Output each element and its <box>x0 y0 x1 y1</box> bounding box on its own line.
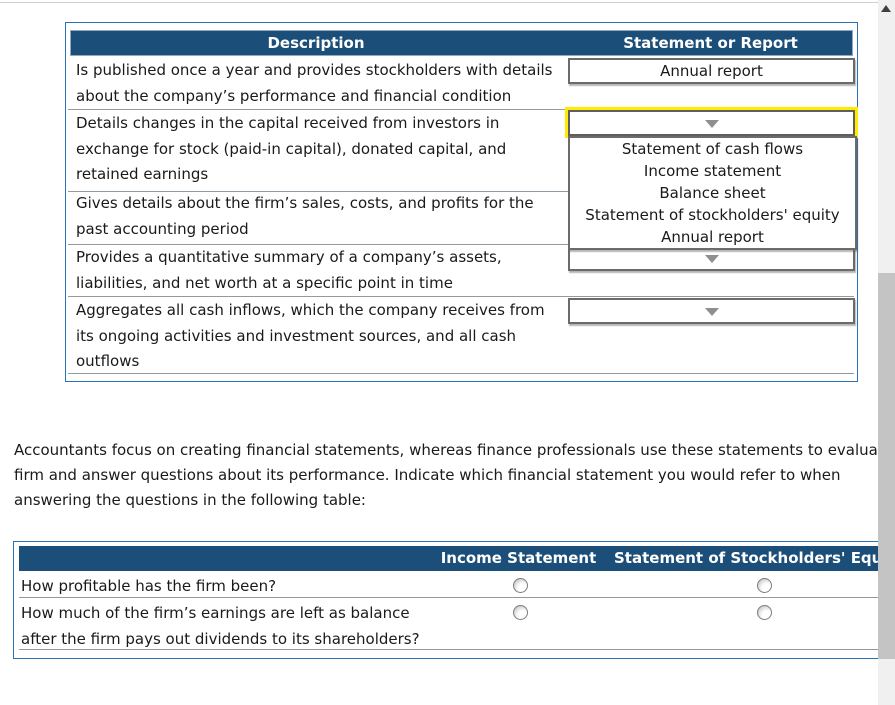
column-header-description: Description <box>267 34 365 52</box>
column-header-stockholders-equity: Statement of Stockholders' Equity <box>614 549 878 567</box>
description-row4-line: Provides a quantitative summary of a com… <box>76 248 502 266</box>
scrollbar-thumb[interactable] <box>878 273 895 659</box>
question-row2-text: after the firm pays out dividends to its… <box>21 630 420 648</box>
statement-select-row1[interactable]: Annual report <box>568 58 855 84</box>
dropdown-option-statement-of-cash-flows[interactable]: Statement of cash flows <box>621 140 804 158</box>
dropdown-option-statement-of-stockholders-equity[interactable]: Statement of stockholders' equity <box>585 206 840 224</box>
row-divider <box>19 649 878 650</box>
description-row4-line: liabilities, and net worth at a specific… <box>76 274 453 292</box>
radio-q1-income-statement[interactable] <box>513 578 528 593</box>
column-header-income-statement: Income Statement <box>440 549 597 567</box>
description-row5-line: outflows <box>76 352 140 370</box>
statement-select-row2[interactable] <box>568 110 855 136</box>
description-row2-line: Details changes in the capital received … <box>76 114 500 132</box>
vertical-scrollbar[interactable] <box>878 0 895 705</box>
row-divider <box>68 109 854 110</box>
description-row2-line: retained earnings <box>76 165 209 183</box>
row-divider <box>19 597 878 598</box>
paragraph-line: answering the questions in the following… <box>14 491 366 509</box>
row-divider <box>68 296 854 297</box>
question-row2-text: How much of the firm’s earnings are left… <box>21 604 410 622</box>
statements-table-header: Description Statement or Report <box>70 30 853 56</box>
dropdown-option-balance-sheet[interactable]: Balance sheet <box>659 184 766 202</box>
row-divider <box>68 373 854 374</box>
description-row2-line: exchange for stock (paid-in capital), do… <box>76 140 507 158</box>
row-divider <box>68 244 854 245</box>
dropdown-options-list: Statement of cash flows Income statement… <box>568 136 857 250</box>
statement-select-row2-focus-outline <box>565 107 858 138</box>
chevron-down-icon <box>704 120 719 128</box>
row-divider <box>68 191 854 192</box>
top-divider <box>0 2 878 3</box>
questions-table-header: Income Statement Statement of Stockholde… <box>19 546 878 571</box>
description-row1-line: Is published once a year and provides st… <box>76 61 553 79</box>
question-row1-text: How profitable has the firm been? <box>21 577 277 595</box>
chevron-down-icon <box>704 308 719 316</box>
paragraph-line: Accountants focus on creating financial … <box>14 441 878 459</box>
column-header-statement-or-report: Statement or Report <box>623 34 798 52</box>
dropdown-option-annual-report[interactable]: Annual report <box>661 228 764 246</box>
description-row3-line: past accounting period <box>76 220 249 238</box>
instructions-paragraph: Accountants focus on creating financial … <box>0 437 878 517</box>
statement-select-row5[interactable] <box>568 298 855 324</box>
paragraph-line: firm and answer questions about its perf… <box>14 466 841 484</box>
description-row5-line: its ongoing activities and investment so… <box>76 327 517 345</box>
chevron-down-icon <box>704 255 719 263</box>
description-row1-line: about the company’s performance and fina… <box>76 87 512 105</box>
scrollbar-up-arrow-icon[interactable] <box>881 5 891 12</box>
radio-q1-stockholders-equity[interactable] <box>757 578 772 593</box>
description-row3-line: Gives details about the firm’s sales, co… <box>76 194 534 212</box>
dropdown-option-income-statement[interactable]: Income statement <box>643 162 782 180</box>
description-row5-line: Aggregates all cash inflows, which the c… <box>76 301 545 319</box>
radio-q2-stockholders-equity[interactable] <box>757 605 772 620</box>
radio-q2-income-statement[interactable] <box>513 605 528 620</box>
questions-table: Income Statement Statement of Stockholde… <box>13 541 878 662</box>
